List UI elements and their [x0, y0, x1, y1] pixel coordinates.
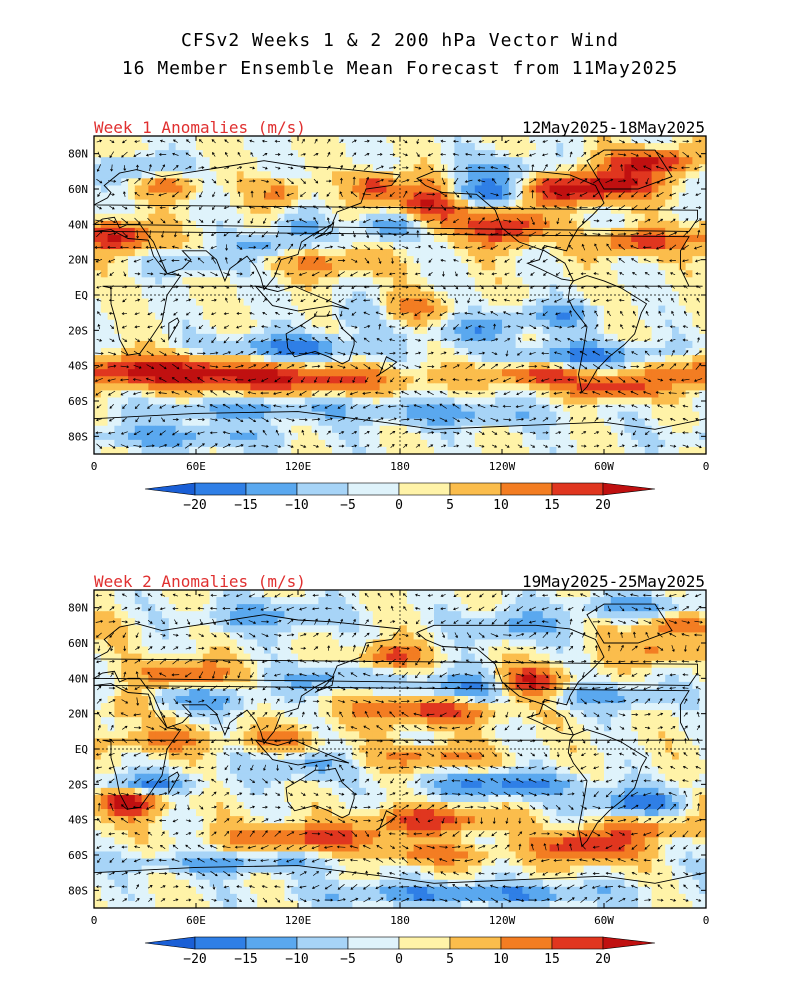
panel-1-dates: 12May2025-18May2025 [521, 118, 705, 137]
colorbar-label: 20 [595, 498, 611, 513]
lon-tick-label: 0 [91, 914, 98, 927]
colorbar-label: 5 [446, 952, 454, 967]
wind-vectors [94, 138, 703, 449]
lat-tick-label: 40N [68, 218, 88, 231]
colorbar-label: 15 [544, 498, 560, 513]
lat-tick-label: 80N [68, 602, 88, 615]
map-panel-2: 80N 60N 40N 20N EQ 20S 40S 60S 80S 0 60E 120E 180 120… [68, 589, 710, 927]
lon-tick-label: 120E [285, 914, 312, 927]
lat-tick-label: 60S [68, 395, 88, 408]
panel-2-label: Week 2 Anomalies (m/s) [94, 572, 306, 591]
lon-tick-label: 180 [390, 914, 410, 927]
lon-tick-label: 120E [285, 460, 312, 473]
lat-tick-label: 20S [68, 324, 88, 337]
colorbar-1: −20 −15 −10 −5 0 5 10 15 20 [144, 482, 656, 513]
lat-tick-label: 40S [68, 814, 88, 827]
colorbar-label: 10 [493, 952, 509, 967]
lat-tick-label: 60S [68, 849, 88, 862]
colorbar-label: 10 [493, 498, 509, 513]
lon-tick-label: 60W [594, 460, 614, 473]
colorbar-label: −20 [183, 498, 206, 513]
lat-tick-label: 40S [68, 360, 88, 373]
lon-tick-label: 60E [186, 914, 206, 927]
lat-tick-label: 20S [68, 778, 88, 791]
map-panel-1: 80N 60N 40N 20N EQ 20S 40S 60S 80S 0 60E 120E 180 120… [68, 135, 710, 473]
colorbar-label: 0 [395, 952, 403, 967]
coastlines [92, 149, 707, 455]
lat-tick-label: 60N [68, 637, 88, 650]
colorbar-label: 20 [595, 952, 611, 967]
lon-tick-label: 60E [186, 460, 206, 473]
lon-tick-label: 180 [390, 460, 410, 473]
lon-tick-label: 0 [91, 460, 98, 473]
lat-tick-label: 20N [68, 254, 88, 267]
wind-vectors [95, 592, 703, 903]
colorbar-label: −20 [183, 952, 206, 967]
colorbar-label: −15 [234, 498, 257, 513]
lat-tick-label: 80S [68, 884, 88, 897]
colorbar-label: 15 [544, 952, 560, 967]
lat-tick-label: 60N [68, 183, 88, 196]
colorbar-label: 0 [395, 498, 403, 513]
colorbar-2: −20 −15 −10 −5 0 5 10 15 20 [144, 936, 656, 967]
colorbar-label: −5 [340, 498, 356, 513]
lon-tick-label: 60W [594, 914, 614, 927]
colorbar-label: −10 [285, 498, 308, 513]
colorbar-label: −10 [285, 952, 308, 967]
lat-tick-label: 80N [68, 148, 88, 161]
lon-tick-label: 120W [489, 914, 516, 927]
lat-tick-label: 20N [68, 708, 88, 721]
panel-1-label: Week 1 Anomalies (m/s) [94, 118, 306, 137]
lon-tick-label: 0 [703, 460, 710, 473]
colorbar-label: 5 [446, 498, 454, 513]
colorbar-label: −5 [340, 952, 356, 967]
lat-tick-label: EQ [75, 743, 88, 756]
title-line-1: CFSv2 Weeks 1 & 2 200 hPa Vector Wind [181, 30, 619, 51]
lat-tick-label: 40N [68, 672, 88, 685]
title-line-2: 16 Member Ensemble Mean Forecast from 11… [121, 58, 679, 79]
lon-tick-label: 0 [703, 914, 710, 927]
lat-tick-label: 80S [68, 430, 88, 443]
panel-2-dates: 19May2025-25May2025 [521, 572, 705, 591]
lat-tick-label: EQ [75, 289, 88, 302]
lon-tick-label: 120W [489, 460, 516, 473]
colorbar-label: −15 [234, 952, 257, 967]
